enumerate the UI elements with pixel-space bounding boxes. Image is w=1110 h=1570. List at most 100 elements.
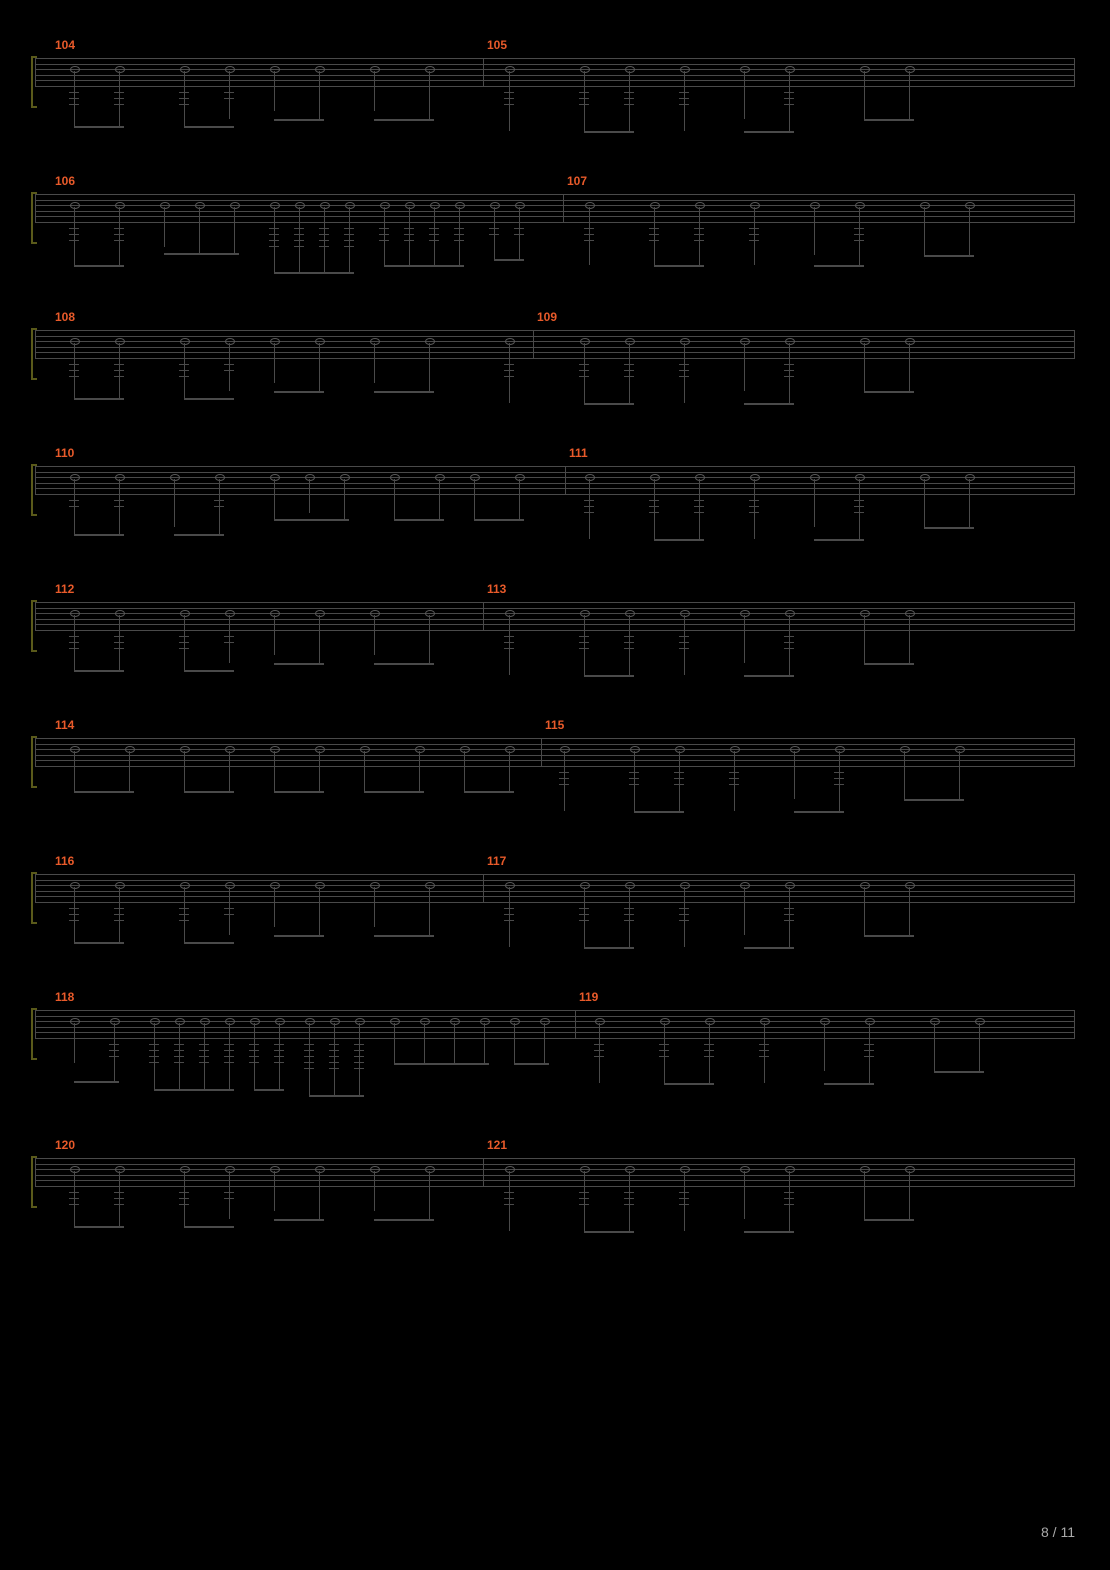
staff-system: 118119 (35, 992, 1075, 1112)
stem (519, 207, 520, 259)
stem (684, 615, 685, 675)
stem (859, 479, 860, 539)
stem (509, 343, 510, 403)
barline (575, 1010, 576, 1038)
ledger-line (559, 784, 569, 785)
ledger-line (624, 1198, 634, 1199)
note-head (270, 202, 280, 209)
ledger-line (429, 234, 439, 235)
beam (174, 534, 224, 536)
note-head (905, 1166, 915, 1173)
stem (509, 71, 510, 131)
note-head (315, 882, 325, 889)
note-head (70, 610, 80, 617)
beam (824, 1083, 874, 1085)
barline (483, 602, 484, 630)
stem (454, 1023, 455, 1063)
tab-line (35, 1027, 1075, 1028)
stem (274, 71, 275, 111)
ledger-line (149, 1050, 159, 1051)
ledger-line (294, 246, 304, 247)
note-head (680, 1166, 690, 1173)
tab-line (35, 902, 1075, 903)
ledger-line (354, 1056, 364, 1057)
ledger-line (649, 506, 659, 507)
note-head (580, 1166, 590, 1173)
ledger-line (179, 98, 189, 99)
beam (374, 119, 434, 121)
note-head (965, 474, 975, 481)
beam (584, 1231, 634, 1233)
note-head (965, 202, 975, 209)
note-head (370, 882, 380, 889)
tab-line (35, 885, 1075, 886)
tab-line (35, 624, 1075, 625)
ledger-line (649, 240, 659, 241)
note-head (225, 66, 235, 73)
stem (864, 71, 865, 119)
ledger-line (149, 1056, 159, 1057)
stem (384, 207, 385, 265)
beam (814, 265, 864, 267)
beam (744, 947, 794, 949)
note-head (750, 202, 760, 209)
ledger-line (504, 104, 514, 105)
stem (319, 71, 320, 119)
ledger-line (179, 364, 189, 365)
note-head (580, 338, 590, 345)
note-head (70, 1018, 80, 1025)
stem (629, 343, 630, 403)
beam (154, 1089, 234, 1091)
ledger-line (864, 1056, 874, 1057)
note-head (425, 1166, 435, 1173)
tab-line (35, 1175, 1075, 1176)
tab-line (35, 222, 1075, 223)
ledger-line (679, 376, 689, 377)
note-head (225, 882, 235, 889)
ledger-line (679, 636, 689, 637)
beam (184, 942, 234, 944)
ledger-line (199, 1050, 209, 1051)
ledger-line (329, 1050, 339, 1051)
note-head (250, 1018, 260, 1025)
ledger-line (69, 240, 79, 241)
note-head (340, 474, 350, 481)
note-head (730, 746, 740, 753)
stem (654, 207, 655, 265)
ledger-line (694, 234, 704, 235)
ledger-line (559, 778, 569, 779)
tab-line (35, 58, 1075, 59)
staff-system: 108109 (35, 312, 1075, 432)
ledger-line (294, 234, 304, 235)
note-head (315, 1166, 325, 1173)
tab-line (35, 749, 1075, 750)
note-head (430, 202, 440, 209)
barline (35, 194, 36, 222)
stem (459, 207, 460, 265)
ledger-line (694, 500, 704, 501)
ledger-line (659, 1050, 669, 1051)
note-head (740, 882, 750, 889)
note-head (180, 1166, 190, 1173)
ledger-line (649, 500, 659, 501)
note-head (150, 1018, 160, 1025)
stem (509, 887, 510, 947)
stem (319, 343, 320, 391)
tab-line (35, 1021, 1075, 1022)
ledger-line (584, 234, 594, 235)
tab-line (35, 341, 1075, 342)
stem (744, 71, 745, 119)
ledger-line (594, 1056, 604, 1057)
ledger-line (114, 914, 124, 915)
stem (789, 343, 790, 403)
stem (494, 207, 495, 259)
note-head (315, 610, 325, 617)
barline (1074, 874, 1075, 902)
stem (229, 615, 230, 663)
note-head (580, 882, 590, 889)
stem (429, 1171, 430, 1219)
beam (814, 539, 864, 541)
stem (654, 479, 655, 539)
ledger-line (114, 98, 124, 99)
beam (184, 1226, 234, 1228)
